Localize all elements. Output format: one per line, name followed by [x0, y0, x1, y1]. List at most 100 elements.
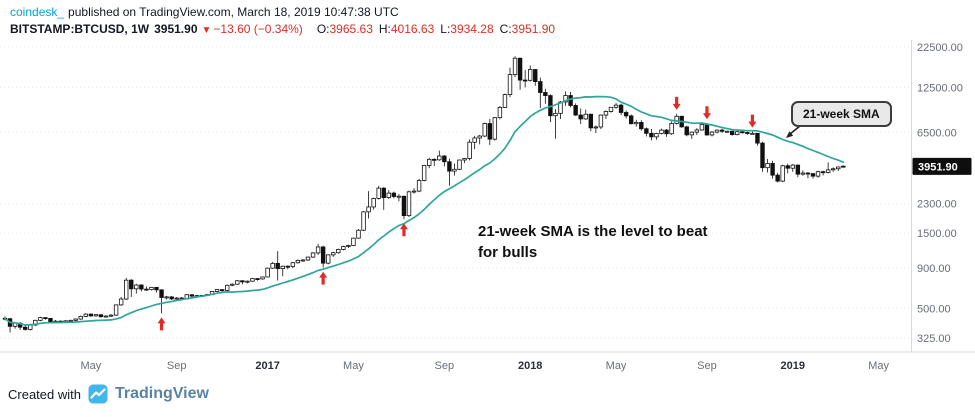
- author-link[interactable]: coindesk_: [10, 5, 65, 19]
- candle-body: [639, 122, 644, 130]
- price-axis-label: 900.00: [917, 263, 951, 275]
- candle-body: [613, 104, 619, 108]
- candle-body: [649, 132, 654, 138]
- candle-body: [315, 246, 321, 254]
- candle-body: [113, 304, 119, 316]
- candle-body: [250, 278, 255, 282]
- candle-body: [563, 95, 568, 103]
- candle-body: [755, 132, 760, 144]
- candle-body: [477, 135, 482, 139]
- candle-body: [841, 165, 846, 168]
- candle-body: [528, 69, 533, 81]
- candle-body: [144, 288, 149, 291]
- high-label: H:: [378, 22, 391, 36]
- down-triangle-icon: ▼: [201, 25, 212, 36]
- candle-body: [124, 279, 129, 300]
- candle-body: [275, 262, 280, 270]
- time-axis-label: May: [343, 360, 364, 372]
- candle-body: [331, 252, 336, 256]
- candle-body: [790, 164, 795, 169]
- chart-header: coindesk_ published on TradingView.com, M…: [0, 0, 975, 40]
- candle-body: [593, 126, 599, 129]
- time-axis-label: 2017: [255, 360, 279, 372]
- candle-body: [270, 262, 275, 269]
- candle-body: [714, 129, 720, 133]
- candle-body: [820, 171, 826, 174]
- candle-body: [103, 315, 109, 318]
- candle-body: [285, 265, 290, 268]
- candle-body: [169, 296, 174, 300]
- candle-body: [467, 141, 472, 159]
- candle-body: [522, 79, 528, 82]
- candle-body: [507, 74, 513, 95]
- candle-body: [406, 191, 412, 217]
- candle-body: [770, 162, 775, 176]
- candle-body: [214, 289, 220, 292]
- candle-body: [98, 314, 104, 318]
- candle-body: [134, 284, 139, 290]
- symbol-line: BITSTAMP:BTCUSD, 1W 3951.90 ▼ −13.60 (−0.34…: [10, 22, 965, 38]
- candle-body: [482, 123, 487, 137]
- candle-body: [189, 294, 195, 297]
- candle-body: [538, 81, 543, 93]
- candle-body: [154, 286, 159, 291]
- candle-body: [623, 112, 629, 117]
- logo-chart-line: [90, 388, 106, 399]
- candle-body: [361, 211, 366, 231]
- candle-body: [735, 131, 740, 136]
- candle-body: [366, 206, 371, 213]
- candle-body: [68, 319, 73, 322]
- tradingview-logo-icon: [88, 384, 108, 404]
- candle-body: [401, 195, 407, 217]
- bounce-up-arrow: [399, 223, 408, 237]
- candle-body: [825, 169, 831, 173]
- candle-body: [543, 92, 548, 96]
- candle-body: [174, 297, 179, 300]
- candle-body: [48, 318, 53, 323]
- candle-body: [517, 57, 523, 81]
- candle-body: [432, 158, 437, 161]
- candle-body: [497, 107, 503, 119]
- candle-body: [245, 280, 250, 283]
- candle-body: [260, 276, 265, 280]
- candle-body: [765, 162, 770, 169]
- candle-body: [719, 129, 725, 132]
- last-price: 3951.90: [154, 22, 198, 36]
- tradingview-brand-link[interactable]: TradingView: [114, 385, 209, 402]
- price-axis-label: 1500.00: [917, 228, 957, 240]
- candle-body: [447, 161, 452, 172]
- symbol-title: BITSTAMP:BTCUSD, 1W: [10, 22, 150, 36]
- candle-body: [129, 279, 134, 290]
- candle-body: [492, 117, 498, 140]
- candle-body: [73, 318, 78, 321]
- price-axis-label: 22500.00: [917, 42, 963, 54]
- candle-body: [22, 326, 28, 330]
- candle-body: [411, 190, 417, 193]
- callout-pointer-head: [786, 131, 794, 138]
- candle-body: [457, 159, 462, 170]
- callout-pointer-line: [789, 125, 801, 135]
- candle-body: [230, 283, 235, 286]
- candle-body: [442, 155, 447, 163]
- candle-body: [88, 313, 94, 317]
- candle-body: [396, 195, 402, 198]
- chart-svg[interactable]: 22500.00 12500.00 6500.00 2300.00 1500.00 900…: [0, 40, 975, 378]
- candle-body: [118, 298, 124, 306]
- price-axis-label: 325.00: [917, 333, 951, 345]
- current-price-badge: [912, 157, 972, 175]
- sma-line: [4, 95, 845, 326]
- candle-body: [780, 165, 785, 182]
- candle-body: [795, 164, 801, 175]
- candle-body: [709, 131, 715, 136]
- time-axis-label: Sep: [167, 360, 187, 372]
- candle-body: [43, 317, 48, 320]
- close-value: 3951.90: [511, 22, 556, 36]
- candle-body: [219, 289, 225, 292]
- price-change: −13.60 (−0.34%): [213, 22, 303, 36]
- candle-body: [745, 132, 750, 134]
- price-axis-label: 2300.00: [917, 199, 957, 211]
- candle-body: [512, 57, 518, 76]
- attribution-footer: Created with TradingView: [8, 384, 209, 404]
- price-axis-label: 12500.00: [917, 82, 963, 94]
- chart-area[interactable]: 22500.00 12500.00 6500.00 2300.00 1500.00 900…: [0, 40, 975, 378]
